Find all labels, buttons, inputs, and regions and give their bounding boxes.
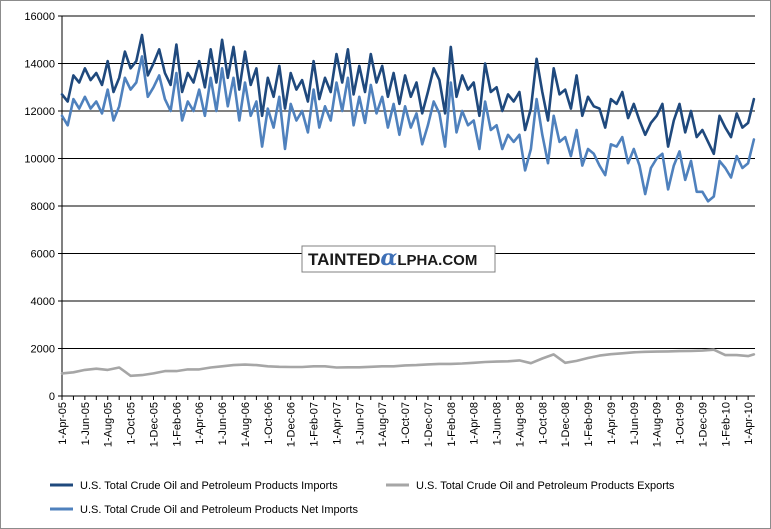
- y-tick-label: 4000: [31, 296, 55, 308]
- y-tick-label: 6000: [31, 249, 55, 261]
- x-tick-label: 1-Apr-05: [57, 402, 69, 445]
- watermark-text: TAINTEDαLPHA.COM: [308, 245, 477, 271]
- x-tick-label: 1-Aug-06: [240, 402, 252, 447]
- x-tick-label: 1-Aug-09: [652, 402, 664, 447]
- x-tick-label: 1-Dec-07: [423, 402, 435, 447]
- x-tick-label: 1-Jun-08: [492, 402, 504, 445]
- x-tick-label: 1-Oct-06: [263, 402, 275, 445]
- x-axis-tick-labels: 1-Apr-05 1-Jun-05 1-Aug-05 1-Oct-05 1-Dec-05…: [57, 402, 755, 447]
- legend-label-imports: U.S. Total Crude Oil and Petroleum Produ…: [80, 480, 338, 492]
- x-tick-label: 1-Apr-09: [606, 402, 618, 445]
- y-tick-label: 12000: [24, 106, 55, 118]
- watermark-part-tainted: TAINTED: [308, 250, 380, 269]
- y-tick-label: 0: [49, 391, 55, 403]
- series-lines: [60, 33, 756, 378]
- x-tick-label: 1-Dec-08: [560, 402, 572, 447]
- x-tick-label: 1-Feb-06: [171, 402, 183, 447]
- y-tick-label: 16000: [24, 11, 55, 23]
- watermark-logo: TAINTEDαLPHA.COM: [301, 245, 496, 273]
- x-tick-label: 1-Feb-08: [446, 402, 458, 447]
- x-tick-label: 1-Jun-09: [629, 402, 641, 445]
- x-tick-label: 1-Feb-10: [720, 402, 732, 447]
- x-tick-label: 1-Dec-09: [697, 402, 709, 447]
- x-tick-label: 1-Aug-07: [377, 402, 389, 447]
- x-tick-label: 1-Apr-07: [331, 402, 343, 445]
- y-tick-label: 2000: [31, 344, 55, 356]
- legend-item-exports: U.S. Total Crude Oil and Petroleum Produ…: [386, 480, 675, 492]
- watermark-alpha: α: [380, 245, 397, 271]
- y-tick-label: 10000: [24, 154, 55, 166]
- x-tick-label: 1-Jun-06: [217, 402, 229, 445]
- x-tick-label: 1-Oct-07: [400, 402, 412, 445]
- x-tick-label: 1-Dec-05: [148, 402, 160, 447]
- x-tick-label: 1-Dec-06: [286, 402, 298, 447]
- x-tick-label: 1-Apr-10: [743, 402, 755, 445]
- x-tick-label: 1-Feb-09: [583, 402, 595, 447]
- x-tick-label: 1-Oct-05: [126, 402, 138, 445]
- x-tick-label: 1-Aug-08: [514, 402, 526, 447]
- legend-item-net-imports: U.S. Total Crude Oil and Petroleum Produ…: [50, 504, 358, 516]
- y-tick-label: 8000: [31, 201, 55, 213]
- legend-item-imports: U.S. Total Crude Oil and Petroleum Produ…: [50, 480, 338, 492]
- x-tick-label: 1-Apr-06: [194, 402, 206, 445]
- series-line-imports: [60, 33, 756, 156]
- series-line-exports: [60, 348, 756, 378]
- axes: [58, 15, 755, 400]
- legend: U.S. Total Crude Oil and Petroleum Produ…: [50, 480, 675, 516]
- x-tick-label: 1-Oct-08: [537, 402, 549, 445]
- watermark-part-lpha: LPHA.COM: [397, 252, 477, 269]
- x-tick-label: 1-Jun-05: [80, 402, 92, 445]
- x-tick-label: 1-Apr-08: [469, 402, 481, 445]
- watermark-box: [301, 245, 496, 273]
- x-tick-label: 1-Aug-05: [103, 402, 115, 447]
- y-tick-label: 14000: [24, 59, 55, 71]
- legend-label-net-imports: U.S. Total Crude Oil and Petroleum Produ…: [80, 504, 358, 516]
- legend-label-exports: U.S. Total Crude Oil and Petroleum Produ…: [416, 480, 675, 492]
- series-line-net-imports: [60, 55, 756, 203]
- x-tick-label: 1-Jun-07: [354, 402, 366, 445]
- x-tick-label: 1-Oct-09: [675, 402, 687, 445]
- gridlines: [62, 15, 755, 349]
- y-axis-tick-labels: 0 2000 4000 6000 8000 10000 12000 14000 16000: [24, 11, 55, 403]
- x-tick-label: 1-Feb-07: [309, 402, 321, 447]
